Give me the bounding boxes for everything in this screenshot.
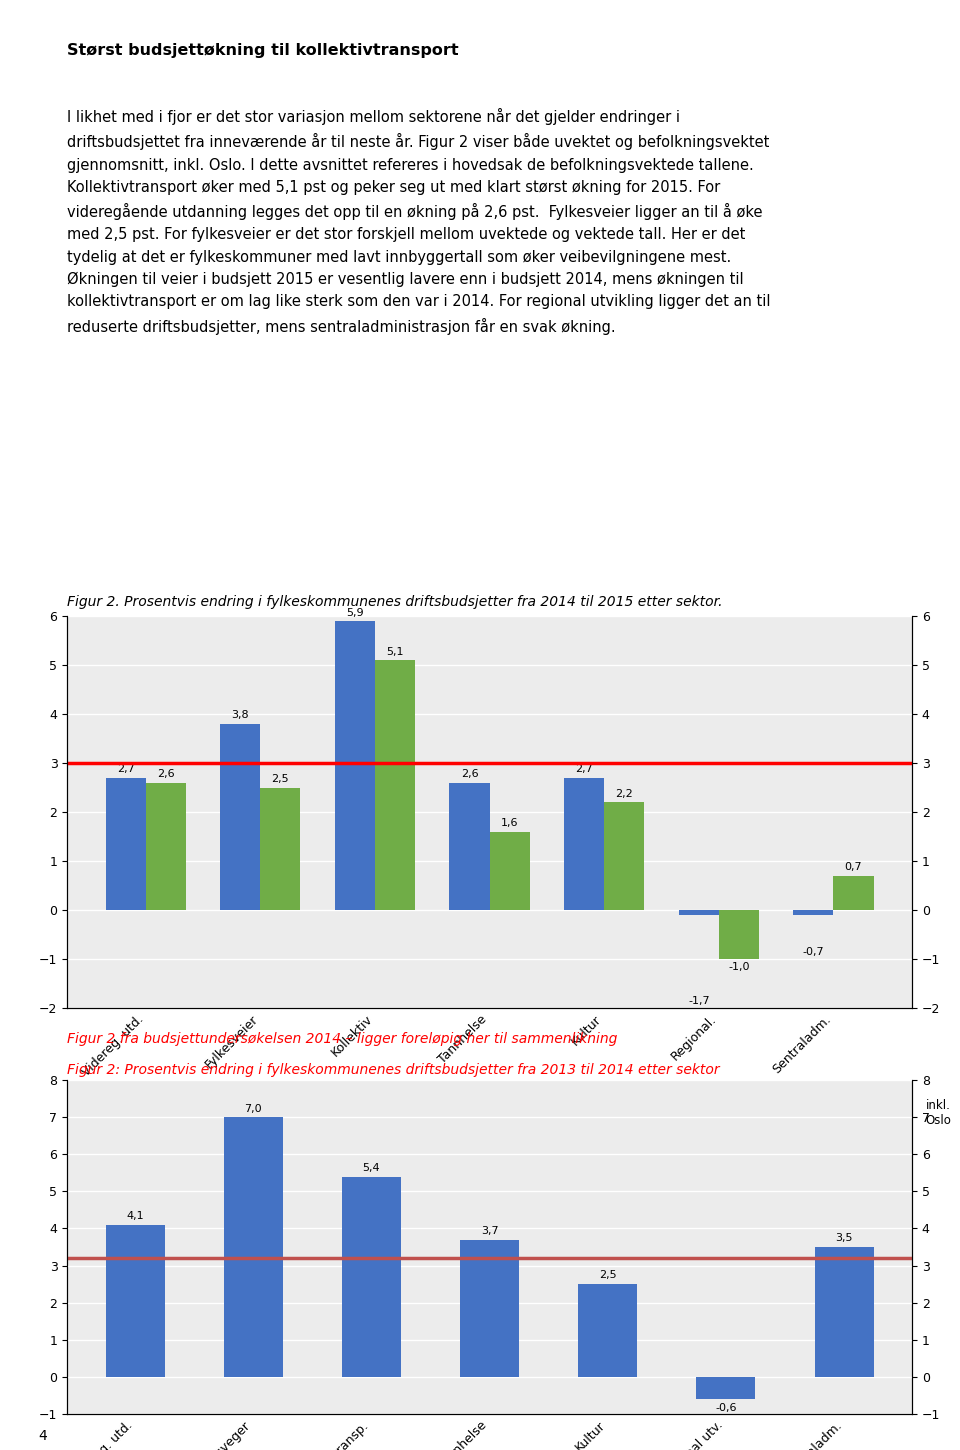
Bar [146, 783, 186, 911]
Bar [604, 802, 644, 911]
Text: -1,0: -1,0 [729, 963, 750, 973]
Text: Figur 2 fra budsjettundersøkelsen 2014 – ligger foreløpig her til sammenlikning: Figur 2 fra budsjettundersøkelsen 2014 –… [67, 1032, 617, 1047]
Bar [814, 1247, 874, 1376]
Bar [793, 911, 833, 915]
Legend: Gj.snitt (ikke vektet), Bef.vektet gj.sn., Deflator: Gj.snitt (ikke vektet), Bef.vektet gj.sn… [256, 1125, 723, 1150]
Bar [106, 777, 146, 911]
Text: 4,1: 4,1 [127, 1211, 144, 1221]
Bar [696, 1376, 756, 1399]
Bar [719, 911, 759, 958]
Text: Figur 2. Prosentvis endring i fylkeskommunenes driftsbudsjetter fra 2014 til 201: Figur 2. Prosentvis endring i fylkeskomm… [67, 594, 723, 609]
Bar [490, 832, 530, 911]
Bar [564, 777, 604, 911]
Bar [679, 911, 719, 915]
Bar [260, 787, 300, 911]
Bar [335, 621, 375, 911]
Text: 2,5: 2,5 [599, 1270, 616, 1280]
Text: 1,6: 1,6 [501, 818, 518, 828]
Text: 2,7: 2,7 [117, 764, 134, 774]
Bar [578, 1285, 637, 1376]
Text: 3,7: 3,7 [481, 1225, 498, 1235]
Text: -0,6: -0,6 [715, 1402, 736, 1412]
Text: -0,7: -0,7 [803, 947, 825, 957]
Text: I likhet med i fjor er det stor variasjon mellom sektorene når det gjelder endri: I likhet med i fjor er det stor variasjo… [67, 107, 771, 335]
Text: 5,9: 5,9 [347, 608, 364, 618]
Text: 0,7: 0,7 [845, 863, 862, 873]
Text: 3,5: 3,5 [835, 1234, 852, 1243]
Text: -1,7: -1,7 [688, 996, 709, 1005]
Bar [106, 1225, 165, 1376]
Text: 2,6: 2,6 [461, 768, 478, 779]
Text: 2,2: 2,2 [615, 789, 634, 799]
Text: Størst budsjettøkning til kollektivtransport: Størst budsjettøkning til kollektivtrans… [67, 44, 459, 58]
Text: Figur 2: Prosentvis endring i fylkeskommunenes driftsbudsjetter fra 2013 til 201: Figur 2: Prosentvis endring i fylkeskomm… [67, 1063, 720, 1077]
Bar [449, 783, 490, 911]
Bar [375, 660, 415, 911]
Text: 5,4: 5,4 [363, 1163, 380, 1173]
Bar [224, 1118, 283, 1376]
Text: 2,6: 2,6 [157, 768, 175, 779]
Bar [833, 876, 874, 911]
Text: inkl.
Oslo: inkl. Oslo [925, 1099, 951, 1127]
Text: 3,8: 3,8 [231, 710, 249, 721]
Text: 2,5: 2,5 [272, 774, 289, 784]
Text: 4: 4 [38, 1428, 47, 1443]
Bar [220, 724, 260, 911]
Text: 5,1: 5,1 [386, 647, 404, 657]
Bar [342, 1176, 401, 1376]
Text: 7,0: 7,0 [245, 1103, 262, 1114]
Bar [460, 1240, 519, 1376]
Text: 2,7: 2,7 [575, 764, 593, 774]
